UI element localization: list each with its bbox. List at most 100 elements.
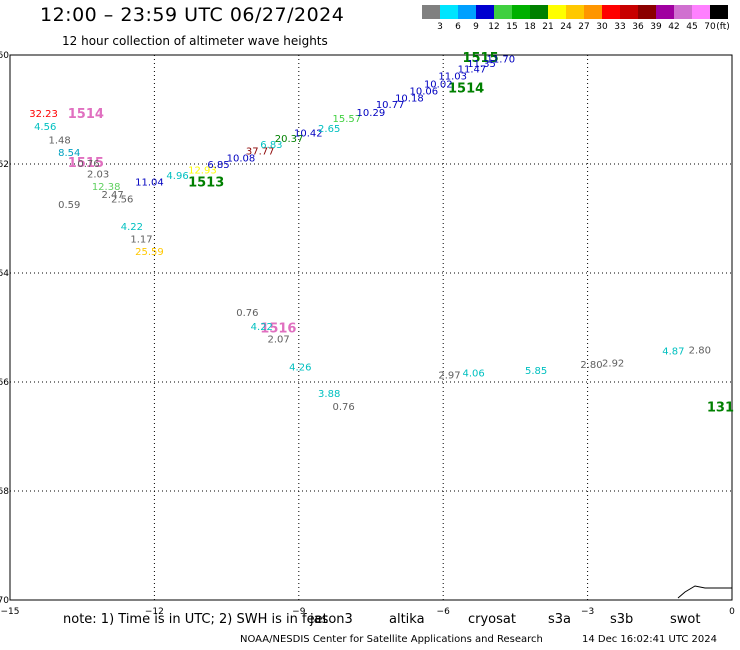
wave-height-reading: 37.77	[246, 146, 275, 157]
wave-height-reading: 8.54	[58, 148, 80, 159]
legend-cryosat: cryosat	[468, 612, 516, 627]
wave-height-reading: 2.56	[111, 194, 133, 205]
wave-height-reading: 2.97	[438, 370, 460, 381]
wave-height-reading: 10.02	[424, 79, 453, 90]
wave-height-reading: 11.47	[458, 65, 487, 76]
y-tick-label: −62	[0, 160, 9, 170]
color-swatch	[710, 5, 728, 19]
color-swatch	[602, 5, 620, 19]
wave-height-reading: 25.59	[135, 247, 164, 258]
legend-s3b: s3b	[610, 612, 634, 627]
map-title: 12:00 – 23:59 UTC 06/27/2024	[40, 4, 345, 26]
x-tick-label: −3	[581, 607, 594, 617]
track-label: 1514	[448, 82, 484, 97]
color-swatch	[458, 5, 476, 19]
wave-height-reading: 2.07	[268, 334, 290, 345]
wave-height-reading: 12.93	[188, 165, 217, 176]
color-swatch	[656, 5, 674, 19]
wave-height-reading: 6.83	[260, 140, 282, 151]
wave-height-reading: 4.26	[289, 363, 311, 374]
wave-height-reading: 10.06	[410, 86, 439, 97]
map-frame	[9, 54, 733, 601]
color-swatch	[476, 5, 494, 19]
color-legend-unit: (ft)	[716, 22, 730, 32]
legend-swot: swot	[670, 612, 701, 627]
wave-height-reading: 11.04	[135, 177, 164, 188]
wave-height-reading: 10.29	[357, 108, 386, 119]
wave-height-reading: 32.23	[29, 109, 58, 120]
track-label: 1513	[188, 175, 224, 190]
color-legend-label: 21	[542, 22, 554, 32]
color-swatch	[512, 5, 530, 19]
wave-height-reading: 10.42	[294, 128, 323, 139]
color-legend-label: 24	[560, 22, 572, 32]
y-tick-label: −70	[0, 596, 9, 606]
wave-height-reading: 1.48	[49, 135, 71, 146]
track-label: 1514	[68, 107, 104, 122]
color-swatch	[620, 5, 638, 19]
wave-height-reading: 0.76	[236, 308, 258, 319]
wave-height-reading: 11.70	[487, 54, 516, 65]
track-label: 1516	[260, 322, 296, 337]
color-swatch	[566, 5, 584, 19]
color-swatch	[440, 5, 458, 19]
map-subtitle: 12 hour collection of altimeter wave hei…	[62, 34, 328, 48]
color-legend-label: 18	[524, 22, 536, 32]
legend-s3a: s3a	[548, 612, 572, 627]
y-tick-label: −68	[0, 487, 9, 497]
wave-height-reading: 20.37	[275, 134, 304, 145]
y-tick-label: −60	[0, 51, 9, 61]
color-legend-label: 33	[614, 22, 626, 32]
wave-height-reading: 0.76	[332, 402, 354, 413]
track-label: 131	[707, 401, 734, 416]
wave-height-reading: 2.80	[580, 360, 602, 371]
color-legend-label: 15	[506, 22, 518, 32]
color-swatch	[638, 5, 656, 19]
y-tick-label: −66	[0, 378, 9, 388]
color-swatch	[674, 5, 692, 19]
color-swatch	[584, 5, 602, 19]
wave-height-reading: 10.77	[376, 100, 405, 111]
color-legend-label: 9	[473, 22, 479, 32]
wave-height-reading: 0.59	[58, 200, 80, 211]
wave-height-reading: 10.08	[227, 153, 256, 164]
wave-height-reading: 3.88	[318, 389, 340, 400]
color-legend-label: 12	[488, 22, 500, 32]
x-tick-label: −9	[292, 607, 306, 617]
color-legend-label: 6	[455, 22, 461, 32]
color-legend-label: 36	[632, 22, 644, 32]
wave-height-reading: 15.57	[332, 114, 361, 125]
wave-height-reading: 2.03	[87, 169, 109, 180]
footer-credit: NOAA/NESDIS Center for Satellite Applica…	[240, 634, 543, 645]
color-legend-label: 42	[668, 22, 680, 32]
wave-height-reading: 4.22	[121, 222, 143, 233]
note-text: note: 1) Time is in UTC; 2) SWH is in fe…	[63, 612, 328, 627]
wave-height-reading: 11.35	[467, 59, 496, 70]
footer-timestamp: 14 Dec 16:02:41 UTC 2024	[582, 634, 717, 645]
wave-height-reading: 2.80	[689, 345, 711, 356]
wave-height-reading: 2.92	[602, 358, 624, 369]
color-legend-label: 27	[578, 22, 590, 32]
track-label: 1515	[68, 156, 104, 171]
color-swatch	[494, 5, 512, 19]
color-swatch	[692, 5, 710, 19]
color-swatch	[530, 5, 548, 19]
legend-altika: altika	[389, 612, 425, 627]
y-tick-label: −64	[0, 269, 9, 279]
color-swatch	[548, 5, 566, 19]
wave-height-reading: 4.06	[462, 369, 484, 380]
color-legend-label: 3	[437, 22, 443, 32]
wave-height-reading: 6.85	[207, 160, 229, 171]
wave-height-reading: 11.03	[438, 72, 467, 83]
wave-height-reading: 1.17	[130, 235, 152, 246]
wave-height-reading: 2.47	[101, 190, 123, 201]
legend-jason3: jason3	[310, 612, 353, 627]
wave-height-reading: 0.76	[77, 159, 99, 170]
color-legend-label: 70	[704, 22, 716, 32]
wave-height-reading: 5.85	[525, 366, 547, 377]
coastline	[677, 585, 732, 599]
x-tick-label: −6	[437, 607, 451, 617]
wave-height-reading: 4.22	[251, 322, 273, 333]
x-tick-label: −15	[1, 607, 20, 617]
